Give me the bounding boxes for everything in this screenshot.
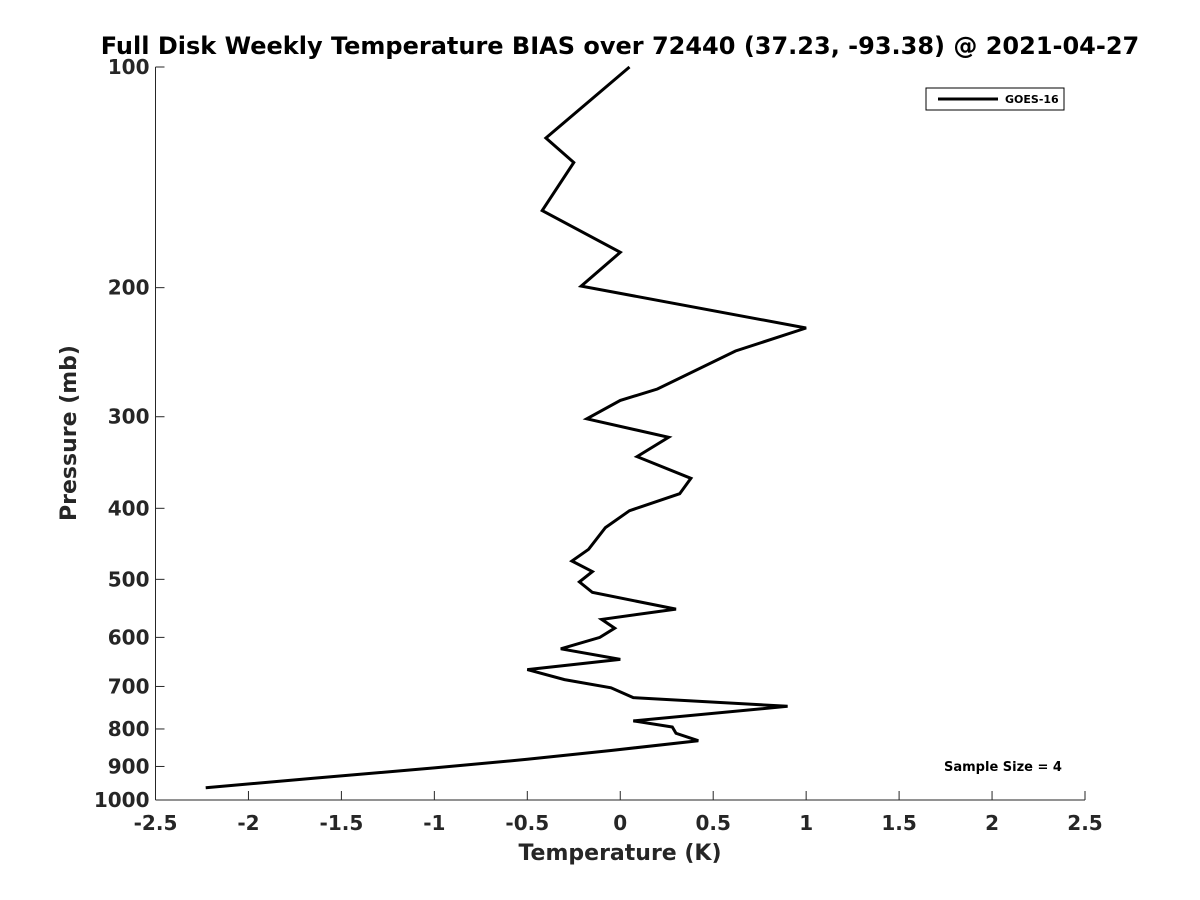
y-axis-ticks: 100 200 300 400 500 600 700 800 900 1000 — [94, 55, 165, 812]
y-tick-label: 500 — [108, 567, 150, 591]
y-axis-label: Pressure (mb) — [57, 345, 82, 521]
x-tick-label: 0 — [613, 811, 627, 835]
x-tick-label: 0.5 — [695, 811, 730, 835]
x-tick-label: -0.5 — [505, 811, 549, 835]
legend-label-goes-16: GOES-16 — [1005, 93, 1059, 106]
y-tick-label: 800 — [108, 717, 150, 741]
x-tick-label: 2.5 — [1067, 811, 1102, 835]
x-axis-label: Temperature (K) — [518, 841, 721, 866]
y-tick-label: 700 — [108, 674, 150, 698]
x-tick-label: -1.5 — [320, 811, 364, 835]
y-tick-label: 600 — [108, 625, 150, 649]
x-tick-label: -1 — [423, 811, 445, 835]
y-tick-label: 100 — [108, 55, 150, 79]
x-tick-label: 2 — [985, 811, 999, 835]
series-layer — [205, 65, 807, 790]
legend: GOES-16 — [925, 87, 1065, 111]
y-tick-label: 900 — [108, 754, 150, 778]
y-tick-label: 200 — [108, 276, 150, 300]
y-tick-label: 300 — [108, 405, 150, 429]
x-tick-label: -2 — [237, 811, 259, 835]
x-tick-label: 1.5 — [881, 811, 916, 835]
y-tick-label: 1000 — [94, 788, 150, 812]
x-tick-label: -2.5 — [134, 811, 178, 835]
x-axis-ticks: -2.5 -2 -1.5 -1 -0.5 0 0.5 1 1.5 2 2.5 — [134, 791, 1103, 835]
x-tick-label: 1 — [799, 811, 813, 835]
series-line-goes-16 — [205, 65, 807, 790]
chart-title: Full Disk Weekly Temperature BIAS over 7… — [101, 32, 1140, 60]
sample-size-annotation: Sample Size = 4 — [944, 760, 1062, 775]
y-tick-label: 400 — [108, 496, 150, 520]
